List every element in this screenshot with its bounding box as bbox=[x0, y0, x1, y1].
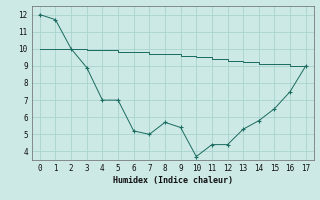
X-axis label: Humidex (Indice chaleur): Humidex (Indice chaleur) bbox=[113, 176, 233, 185]
